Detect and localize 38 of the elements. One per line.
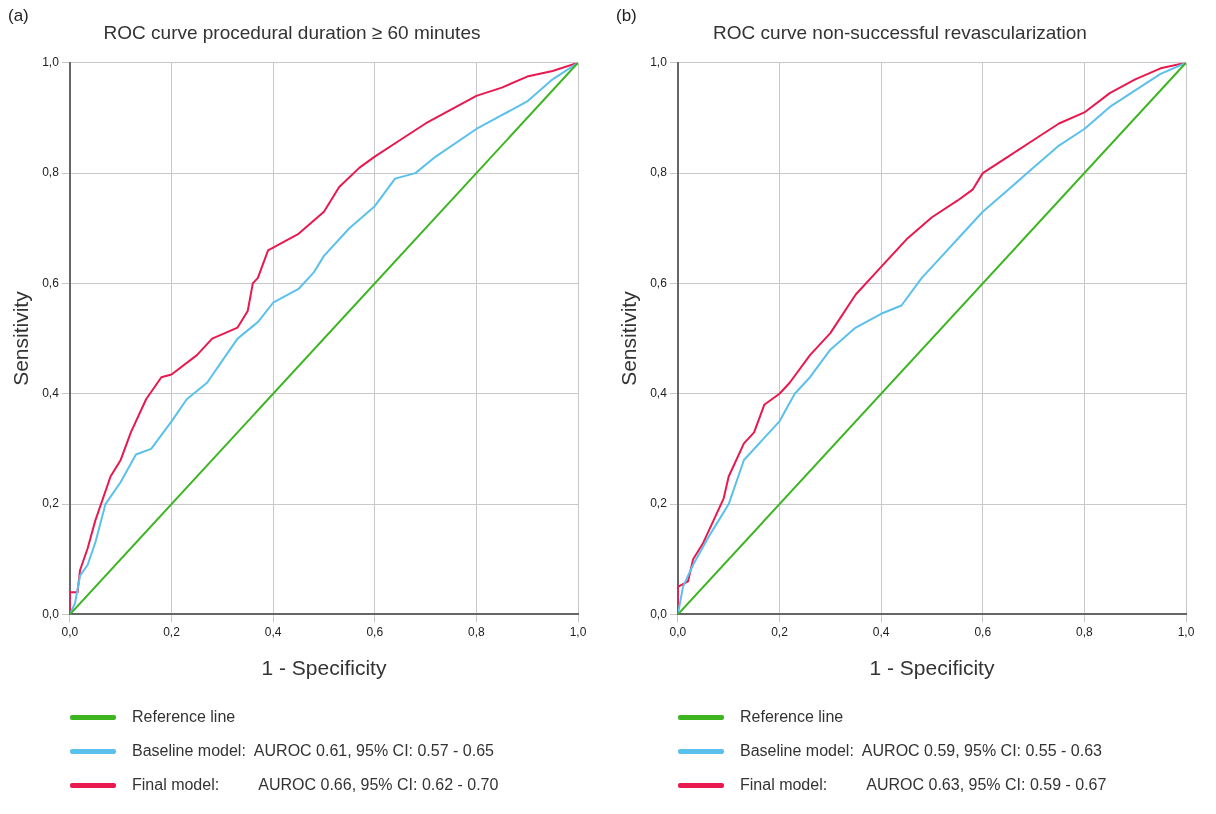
chart-title: ROC curve procedural duration ≥ 60 minutes — [103, 21, 481, 43]
y-axis-title: Sensitivity — [9, 290, 33, 386]
legend-label: Reference line — [132, 708, 236, 726]
y-tick-label: 0,4 — [650, 386, 668, 401]
y-tick-label: 0,8 — [650, 165, 668, 180]
x-tick-label: 0,4 — [872, 624, 890, 639]
text: (a) — [8, 6, 29, 26]
y-tick-label: 0,2 — [650, 496, 668, 511]
x-tick-label: 1,0 — [569, 624, 587, 639]
text: (b) — [616, 6, 637, 26]
legend-label: Final model: AUROC 0.66, 95% CI: 0.62 - 0.70 — [132, 776, 499, 794]
legend-label: Reference line — [740, 708, 844, 726]
y-tick-label: 1,0 — [650, 55, 668, 70]
y-tick-label: 1,0 — [42, 55, 60, 70]
x-axis-title: 1 - Specificity — [261, 656, 387, 680]
y-tick-label: 0,6 — [650, 275, 668, 290]
y-tick-label: 0,4 — [42, 386, 60, 401]
y-axis-title: Sensitivity — [617, 290, 641, 386]
legend-label: Final model: AUROC 0.63, 95% CI: 0.59 - 0.67 — [740, 776, 1107, 794]
y-tick-label: 0,0 — [42, 606, 60, 621]
x-tick-label: 0,0 — [61, 624, 79, 639]
x-axis-title: 1 - Specificity — [869, 656, 995, 680]
x-tick-label: 0,2 — [771, 624, 789, 639]
x-tick-label: 0,2 — [163, 624, 181, 639]
legend-label: Baseline model: AUROC 0.61, 95% CI: 0.57 - 0.65 — [132, 742, 494, 760]
chart-title: ROC curve non-successful revascularization — [713, 21, 1087, 43]
legend-label: Baseline model: AUROC 0.59, 95% CI: 0.55 - 0.63 — [740, 742, 1102, 760]
x-tick-label: 0,6 — [366, 624, 384, 639]
x-tick-label: 1,0 — [1177, 624, 1195, 639]
x-tick-label: 0,8 — [468, 624, 486, 639]
x-tick-label: 0,0 — [669, 624, 687, 639]
y-tick-label: 0,8 — [42, 165, 60, 180]
x-tick-label: 0,6 — [974, 624, 992, 639]
x-tick-label: 0,4 — [264, 624, 282, 639]
y-tick-label: 0,0 — [650, 606, 668, 621]
x-tick-label: 0,8 — [1076, 624, 1094, 639]
y-tick-label: 0,2 — [42, 496, 60, 511]
y-tick-label: 0,6 — [42, 275, 60, 290]
